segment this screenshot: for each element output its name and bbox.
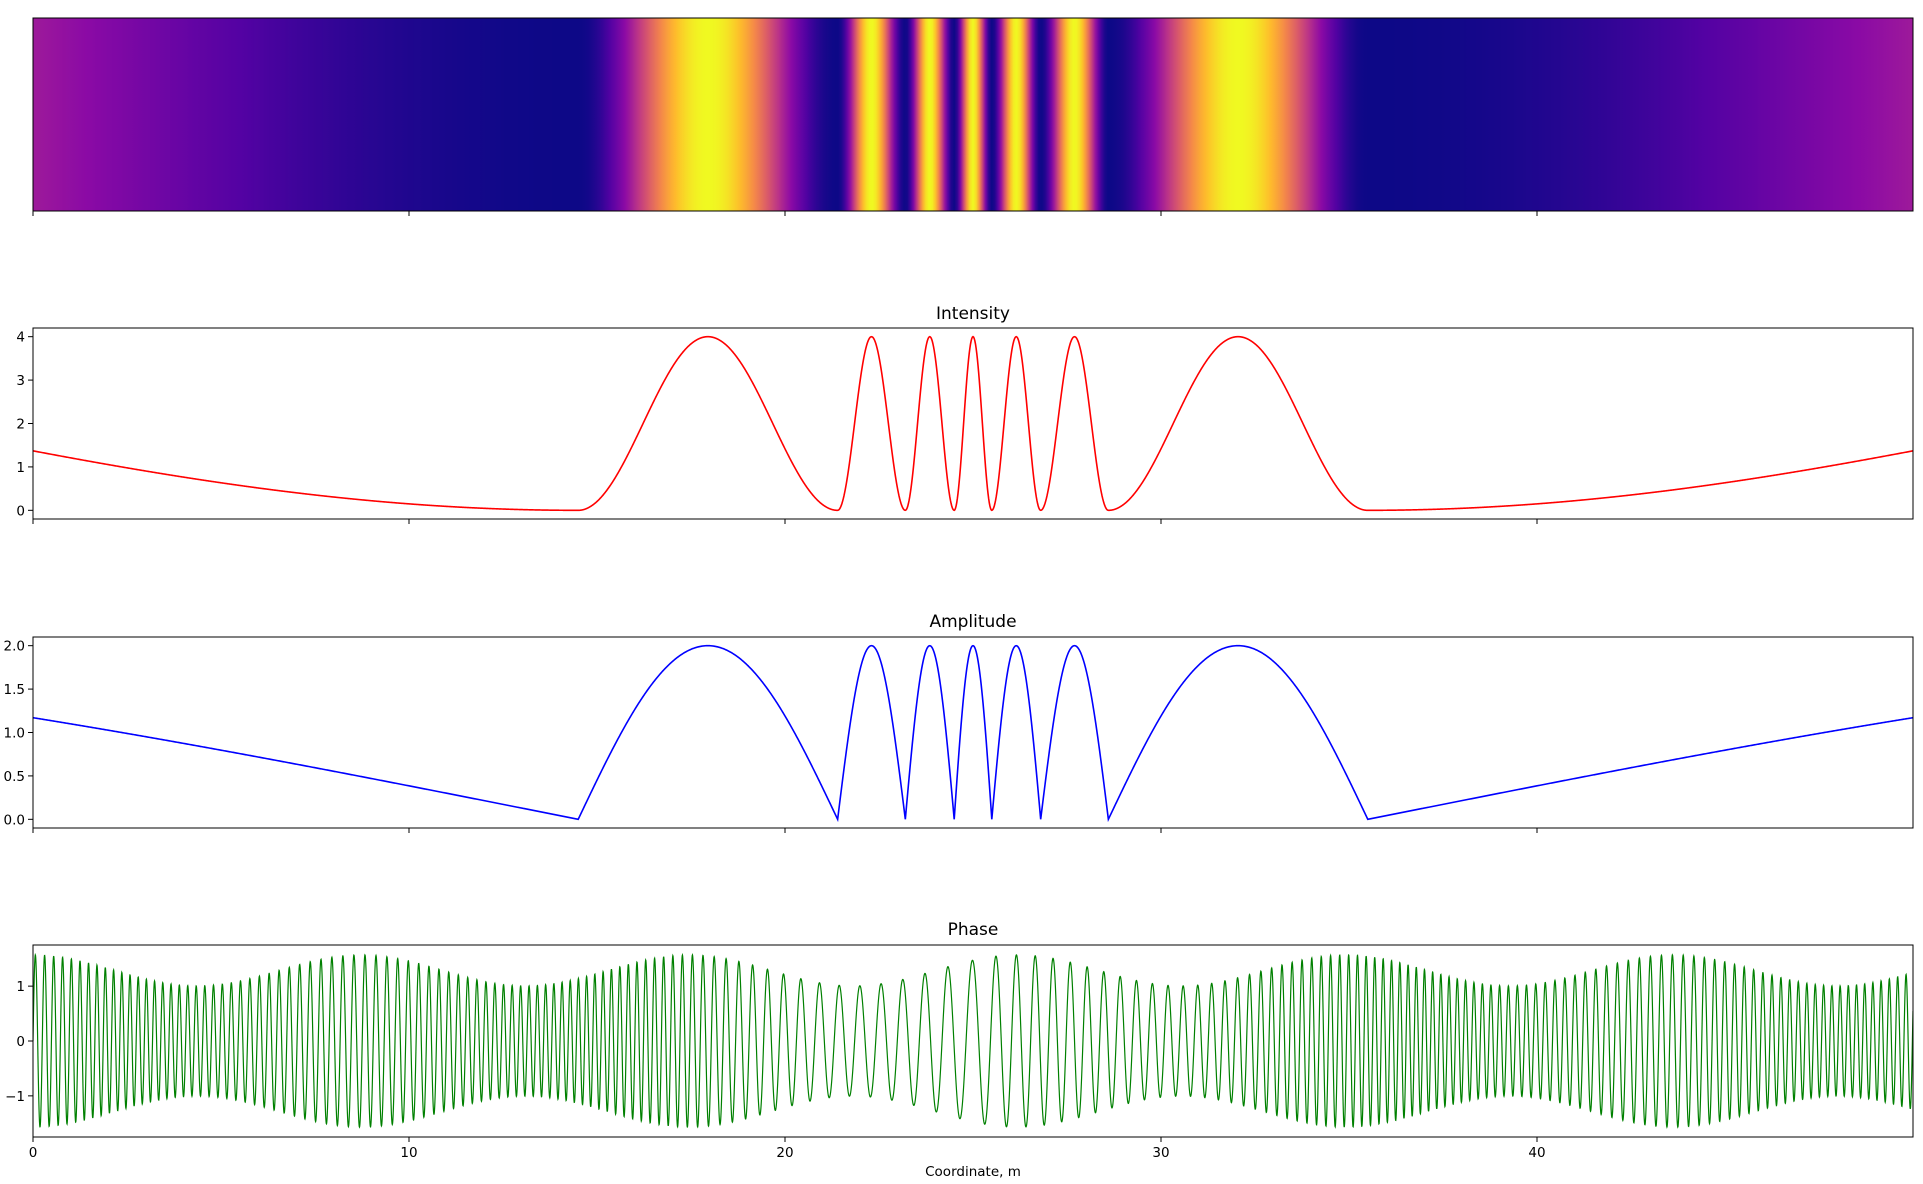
phase-title: Phase xyxy=(948,920,999,940)
y-tick-label: 0.0 xyxy=(4,812,25,828)
amplitude-frame xyxy=(32,636,1914,829)
x-tick-label: 40 xyxy=(1528,1145,1545,1161)
intensity-title: Intensity xyxy=(936,304,1010,324)
y-tick-label: 1.0 xyxy=(4,726,25,742)
y-tick-label: 1.5 xyxy=(4,682,25,698)
intensity-y-ticks: 0 1 2 3 4 xyxy=(16,330,33,519)
x-tick-label: 20 xyxy=(776,1145,793,1161)
y-tick-label: 0.5 xyxy=(4,769,25,785)
x-tick-label: 10 xyxy=(400,1145,417,1161)
x-tick-label: 30 xyxy=(1152,1145,1169,1161)
intensity-panel: Intensity 0 1 2 3 4 xyxy=(16,304,1914,524)
y-tick-label: −1 xyxy=(5,1089,25,1105)
y-tick-label: 3 xyxy=(16,373,25,389)
x-tick-label: 0 xyxy=(29,1145,38,1161)
y-tick-label: 1 xyxy=(16,460,25,476)
heatmap-x-ticks xyxy=(32,211,1538,216)
phase-x-axis-label: Coordinate, m xyxy=(925,1164,1021,1180)
heatmap-frame xyxy=(32,17,1914,212)
phase-y-ticks: −1 0 1 xyxy=(5,979,33,1105)
phase-frame xyxy=(32,944,1914,1138)
intensity-x-ticks xyxy=(32,519,1538,524)
amplitude-panel: Amplitude 0.0 0.5 1.0 1.5 2.0 xyxy=(4,612,1914,833)
amplitude-title: Amplitude xyxy=(929,612,1016,632)
y-tick-label: 0 xyxy=(16,1034,25,1050)
intensity-series-line xyxy=(33,335,1913,512)
amplitude-series-line xyxy=(33,644,1913,823)
heatmap-strip xyxy=(33,18,1913,211)
y-tick-label: 1 xyxy=(16,979,25,995)
phase-x-ticks: 0 10 20 30 40 xyxy=(29,1137,1546,1161)
y-tick-label: 2.0 xyxy=(4,639,25,655)
heatmap-panel xyxy=(32,17,1914,216)
amplitude-y-ticks: 0.0 0.5 1.0 1.5 2.0 xyxy=(4,639,33,828)
y-tick-label: 2 xyxy=(16,417,25,433)
y-tick-label: 4 xyxy=(16,330,25,346)
y-tick-label: 0 xyxy=(16,503,25,519)
phase-panel: Phase −1 0 1 0 10 20 30 40 Coordinate, m xyxy=(5,920,1914,1180)
phase-series-line xyxy=(33,952,1913,1129)
amplitude-x-ticks xyxy=(32,828,1538,833)
intensity-frame xyxy=(32,327,1914,520)
